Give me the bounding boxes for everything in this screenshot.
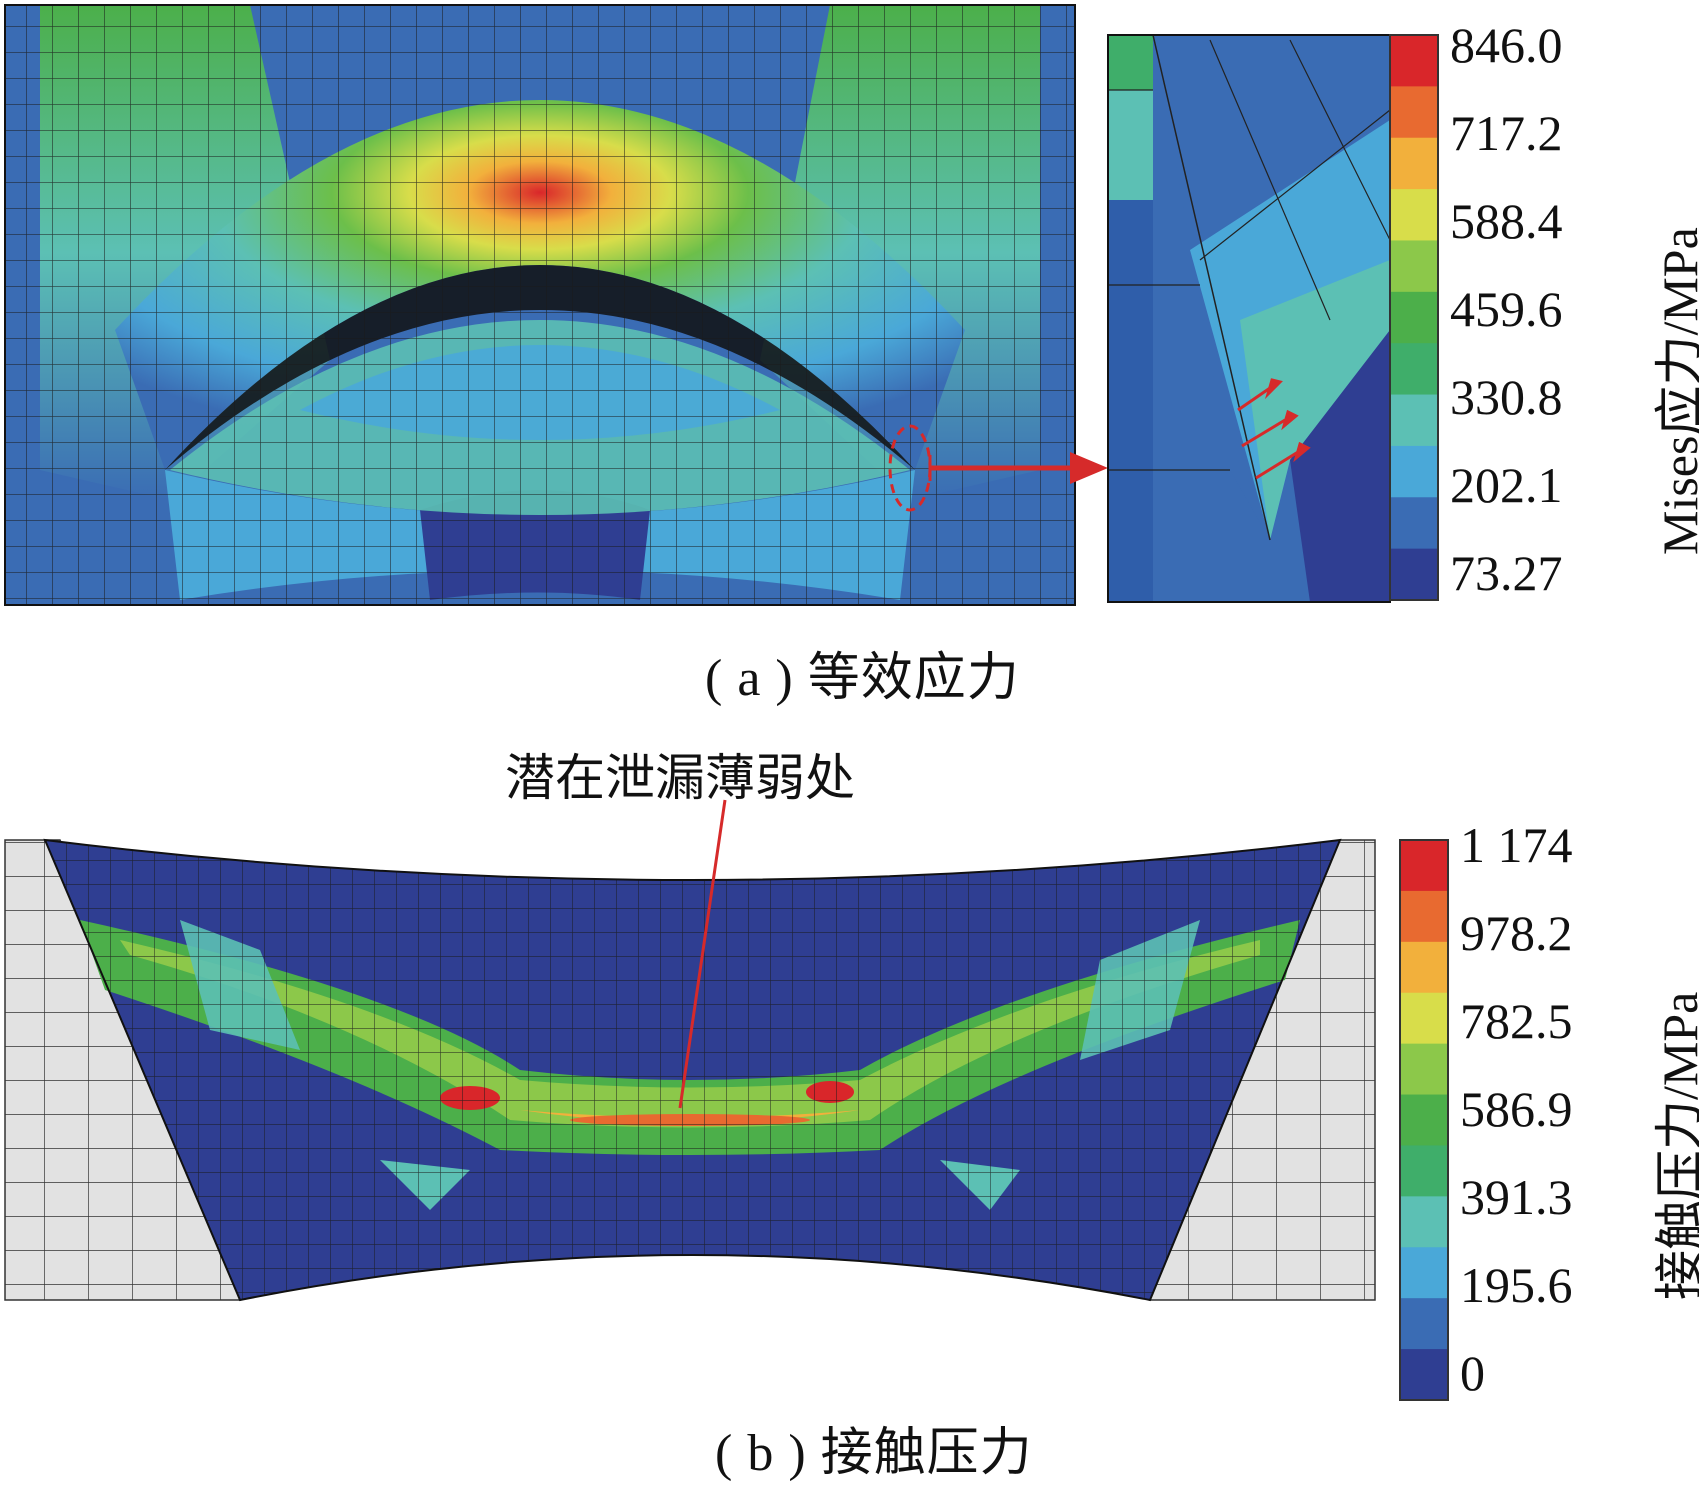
colorbar-segment [1390, 189, 1438, 241]
colorbar-a-tick: 717.2 [1450, 105, 1563, 161]
inset-stress-zone [1240, 260, 1390, 540]
panel-a-caption: ( a ) 等效应力 [705, 650, 1020, 707]
colorbar-segment [1400, 1196, 1448, 1248]
colorbar-a [1389, 34, 1439, 601]
zoom-inset [1107, 34, 1391, 603]
colorbar-frame [1399, 839, 1449, 1401]
colorbar-segment [1390, 35, 1438, 87]
colorbar-segment [1400, 992, 1448, 1045]
colorbar-b-tick: 195.6 [1460, 1257, 1573, 1313]
colorbar-a-tick: 846.0 [1450, 17, 1563, 73]
inset-teal-corner [1108, 90, 1153, 200]
panel-b-graphics [4, 799, 1449, 1401]
colorbar-b-tick: 0 [1460, 1345, 1485, 1401]
colorbar-a-tick: 588.4 [1450, 193, 1563, 249]
colorbar-segment [1390, 548, 1438, 601]
colorbar-segment [1400, 1247, 1448, 1299]
panel-a-equivalent-stress: 846.0 717.2 588.4 459.6 330.8 202.1 73.2… [0, 0, 1699, 720]
colorbar-a-title: Mises应力/MPa [1652, 227, 1699, 555]
colorbar-segment [1390, 137, 1438, 190]
colorbar-a-tick: 73.27 [1450, 545, 1563, 601]
fe-mesh-a [5, 5, 1075, 605]
colorbar-segment [1390, 394, 1438, 447]
model-a-border [4, 4, 1076, 606]
colorbar-b [1399, 839, 1449, 1401]
leak-weak-point-label: 潜在泄漏薄弱处 [505, 750, 855, 806]
colorbar-segment [1400, 840, 1448, 892]
colorbar-segment [1390, 240, 1438, 293]
colorbar-b-tick: 782.5 [1460, 993, 1573, 1049]
colorbar-segment [1400, 1349, 1448, 1401]
colorbar-b-title: 接触压力/MPa [1652, 991, 1699, 1300]
inset-force-arrows [1237, 378, 1311, 480]
colorbar-segment [1400, 1145, 1448, 1197]
inset-right-body [1290, 330, 1390, 602]
colorbar-a-tick: 459.6 [1450, 281, 1563, 337]
colorbar-b-tick: 978.2 [1460, 905, 1573, 961]
colorbar-segment [1390, 86, 1438, 139]
colorbar-b-tick: 391.3 [1460, 1169, 1573, 1225]
colorbar-b-tick: 586.9 [1460, 1081, 1573, 1137]
colorbar-segment [1400, 1043, 1448, 1096]
colorbar-segment [1390, 497, 1438, 550]
colorbar-segment [1400, 1094, 1448, 1146]
inset-green-corner [1108, 35, 1153, 90]
colorbar-segment [1400, 1298, 1448, 1350]
colorbar-frame [1389, 34, 1439, 601]
zoom-arrow [928, 452, 1108, 484]
colorbar-a-tick: 330.8 [1450, 369, 1563, 425]
colorbar-segment [1390, 343, 1438, 396]
callout-leader [678, 799, 727, 1109]
panel-a-graphics [4, 4, 1439, 606]
colorbar-a-tick: 202.1 [1450, 457, 1563, 513]
colorbar-segment [1390, 291, 1438, 344]
panel-b-contact-pressure: 潜在泄漏薄弱处 1 174 978.2 782.5 586.9 391.3 19… [0, 740, 1699, 1502]
colorbar-b-tick: 1 174 [1460, 817, 1573, 873]
colorbar-segment [1390, 445, 1438, 498]
colorbar-segment [1400, 941, 1448, 994]
seal-model-a [4, 4, 1076, 606]
fe-mesh-b [45, 840, 1340, 1300]
colorbar-segment [1400, 890, 1448, 943]
contact-surface-border [43, 838, 1342, 1302]
panel-b-caption: ( b ) 接触压力 [715, 1425, 1033, 1482]
